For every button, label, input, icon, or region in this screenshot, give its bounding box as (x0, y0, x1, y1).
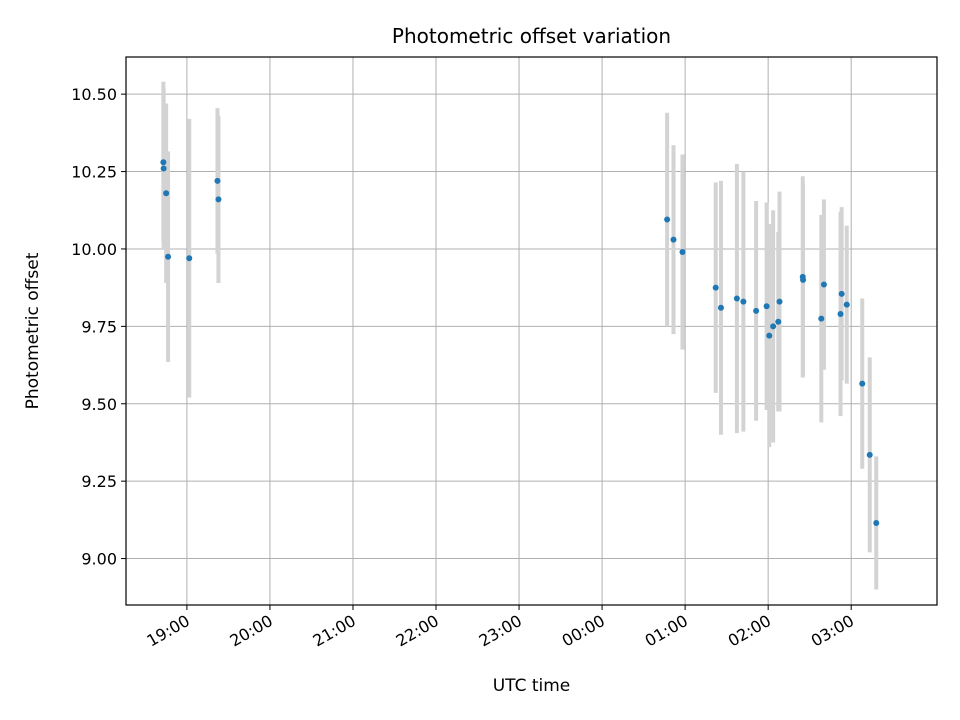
data-point (837, 310, 844, 317)
y-tick-label: 10.00 (71, 240, 117, 259)
y-tick-label: 10.25 (71, 163, 117, 182)
chart-title: Photometric offset variation (392, 24, 671, 48)
data-point (165, 253, 172, 260)
data-point (163, 190, 170, 197)
data-point (753, 307, 760, 314)
data-point (712, 284, 719, 291)
x-axis-label: UTC time (493, 676, 571, 696)
y-tick-label: 9.50 (81, 395, 117, 414)
data-point (800, 276, 807, 283)
data-points (160, 159, 880, 526)
data-point (818, 315, 825, 322)
data-point (160, 159, 167, 166)
data-point (763, 303, 770, 310)
data-point (679, 249, 686, 256)
data-point (186, 255, 193, 262)
data-point (838, 290, 845, 297)
data-point (160, 165, 167, 172)
data-point (770, 323, 777, 330)
data-point (859, 380, 866, 387)
y-axis-label: Photometric offset (23, 252, 43, 409)
data-point (214, 177, 221, 184)
y-tick-label: 9.00 (81, 550, 117, 569)
data-point (776, 298, 783, 305)
data-point (215, 196, 222, 203)
y-tick-label: 9.75 (81, 317, 117, 336)
data-point (664, 216, 671, 223)
data-point (740, 298, 747, 305)
data-point (820, 281, 827, 288)
y-axis-ticks: 9.00 9.25 9.50 9.75 10.00 10.25 10.50 (71, 85, 126, 569)
data-point (775, 318, 782, 325)
y-tick-label: 9.25 (81, 472, 117, 491)
data-point (733, 295, 740, 302)
data-point (670, 236, 677, 243)
data-point (843, 301, 850, 308)
data-point (866, 451, 873, 458)
y-tick-label: 10.50 (71, 85, 117, 104)
data-point (766, 332, 773, 339)
data-point (873, 519, 880, 526)
data-point (717, 304, 724, 311)
plot-frame (125, 56, 938, 606)
